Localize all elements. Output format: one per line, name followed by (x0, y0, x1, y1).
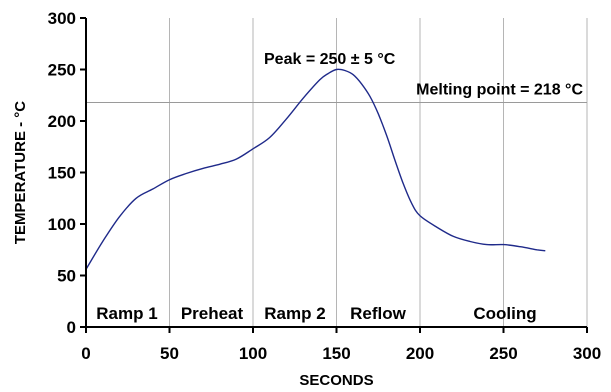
y-axis-title: TEMPERATURE - °C (12, 101, 29, 244)
y-tick-label-250: 250 (48, 61, 76, 80)
y-tick-label-0: 0 (67, 318, 76, 337)
x-tick-label-0: 0 (81, 344, 90, 363)
x-tick-label-300: 300 (573, 344, 601, 363)
phase-label-cooling: Cooling (473, 304, 536, 323)
x-tick-label-200: 200 (406, 344, 434, 363)
temperature-profile-line (85, 68, 546, 270)
phase-label-reflow: Reflow (350, 304, 407, 323)
x-tick-label-150: 150 (322, 344, 350, 363)
phase-label-ramp-1: Ramp 1 (96, 304, 157, 323)
x-tick-label-50: 50 (160, 344, 179, 363)
series-group (85, 68, 546, 270)
y-tick-label-100: 100 (48, 215, 76, 234)
peak-annotation: Peak = 250 ± 5 °C (264, 51, 396, 68)
y-tick-label-300: 300 (48, 9, 76, 28)
label-group: Melting point = 218 °C 0 50 100 150 200 250 300… (12, 9, 601, 389)
x-axis-title: SECONDS (299, 372, 373, 389)
phase-label-ramp-2: Ramp 2 (264, 304, 325, 323)
y-tick-label-150: 150 (48, 164, 76, 183)
y-tick-label-200: 200 (48, 112, 76, 131)
x-tick-label-250: 250 (489, 344, 517, 363)
y-tick-label-50: 50 (57, 267, 76, 286)
x-tick-label-100: 100 (239, 344, 267, 363)
phase-label-preheat: Preheat (181, 304, 244, 323)
axes (80, 17, 588, 333)
melting-point-label: Melting point = 218 °C (416, 81, 583, 98)
